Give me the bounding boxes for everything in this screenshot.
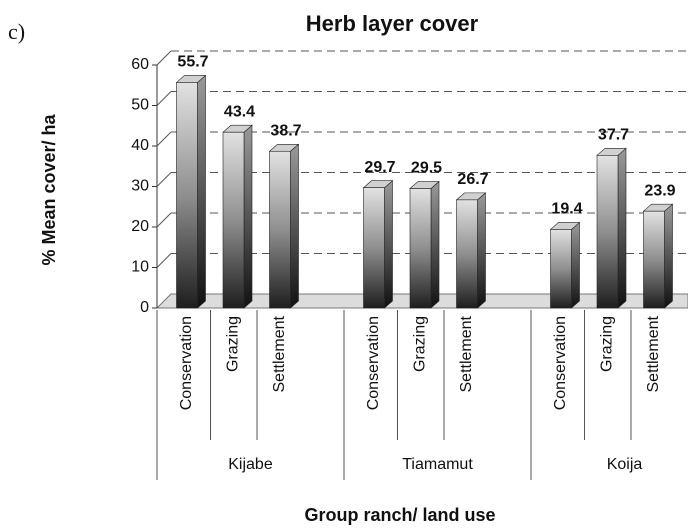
- data-label: 37.7: [598, 127, 629, 144]
- chart-title: Herb layer cover: [306, 11, 479, 36]
- y-tick-label: 20: [131, 218, 149, 235]
- bar: [409, 188, 432, 309]
- bar-side: [664, 203, 673, 309]
- x-tick-label: Conservation: [365, 316, 382, 410]
- group-label: Kijabe: [228, 456, 273, 473]
- bar-side: [243, 124, 253, 309]
- x-tick-label: Settlement: [458, 315, 475, 392]
- bar-side: [571, 221, 580, 309]
- x-tick-label: Settlement: [271, 315, 288, 392]
- x-tick-label: Grazing: [412, 316, 429, 372]
- data-label: 43.4: [224, 103, 255, 120]
- grid-line: [156, 172, 172, 187]
- y-tick-label: 50: [131, 97, 149, 114]
- x-tick-label: Conservation: [178, 316, 195, 410]
- grid-line: [156, 212, 172, 228]
- data-label: 38.7: [270, 122, 301, 139]
- group-label: Koija: [607, 456, 643, 473]
- data-label: 23.9: [644, 182, 675, 199]
- bar: [269, 150, 291, 309]
- data-label: 29.7: [364, 159, 395, 176]
- y-tick-label: 10: [131, 259, 149, 276]
- data-label: 55.7: [177, 54, 208, 71]
- bar: [596, 155, 619, 309]
- y-axis-label: % Mean cover/ ha: [39, 113, 59, 265]
- x-tick-label: Grazing: [225, 316, 242, 372]
- y-tick-label: 40: [131, 137, 149, 154]
- grid-line: [156, 253, 172, 268]
- bar: [550, 229, 572, 309]
- grid-line: [156, 50, 172, 66]
- y-tick-label: 30: [131, 178, 149, 195]
- panel-label: c): [8, 19, 25, 44]
- x-axis-label: Group ranch/ land use: [304, 505, 495, 525]
- bar-side: [384, 180, 393, 309]
- bar-side: [477, 192, 486, 309]
- bar-side: [617, 147, 627, 309]
- bar: [176, 82, 198, 309]
- grid-line: [156, 91, 172, 106]
- bar: [456, 199, 478, 309]
- bar: [643, 210, 665, 309]
- x-tick-label: Conservation: [552, 316, 569, 410]
- data-label: 26.7: [457, 171, 488, 188]
- data-label: 29.5: [411, 160, 442, 177]
- y-tick-label: 0: [140, 299, 149, 316]
- group-label: Tiamamut: [402, 456, 473, 473]
- bar: [363, 187, 385, 309]
- x-tick-label: Grazing: [599, 316, 616, 372]
- data-label: 19.4: [551, 201, 582, 218]
- bar-side: [430, 180, 440, 309]
- bar: [222, 131, 245, 309]
- x-tick-label: Settlement: [645, 315, 662, 392]
- bar-side: [197, 74, 206, 309]
- y-tick-label: 60: [131, 56, 149, 73]
- grid-line: [156, 131, 172, 147]
- bar-side: [290, 143, 299, 309]
